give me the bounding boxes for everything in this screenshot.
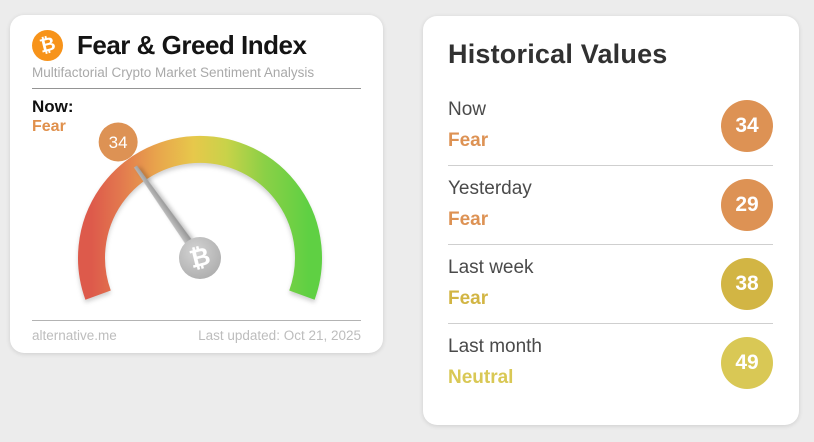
value-badge: 34 — [721, 99, 773, 152]
fear-greed-index-card: ₿ Fear & Greed Index Multifactorial Cryp… — [10, 15, 383, 353]
row-status: Fear — [448, 288, 489, 309]
history-row-last-week: Last week Fear 38 — [448, 244, 773, 323]
gauge-arc — [78, 135, 322, 300]
bitcoin-icon: ₿ — [32, 30, 63, 61]
history-row-yesterday: Yesterday Fear 29 — [448, 165, 773, 244]
source-link[interactable]: alternative.me — [32, 328, 117, 343]
row-label: Last month — [448, 336, 542, 357]
historical-rows: Now Fear 34 Yesterday Fear 29 Last week … — [448, 87, 773, 402]
last-updated-text: Last updated: Oct 21, 2025 — [198, 328, 361, 343]
now-label: Now: — [32, 97, 74, 116]
value-badge: 38 — [721, 257, 773, 310]
row-status: Fear — [448, 209, 489, 230]
row-label: Yesterday — [448, 178, 532, 199]
history-row-last-month: Last month Neutral 49 — [448, 323, 773, 402]
value-badge: 49 — [721, 336, 773, 389]
now-status: Fear — [32, 118, 66, 135]
card-header: ₿ Fear & Greed Index — [32, 30, 361, 61]
card-title: Fear & Greed Index — [77, 30, 307, 60]
row-label: Now — [448, 99, 487, 120]
value-badge: 29 — [721, 178, 773, 231]
card-footer: alternative.me Last updated: Oct 21, 202… — [32, 320, 361, 343]
row-status: Neutral — [448, 367, 514, 388]
gauge-hub-bitcoin-icon: ₿ — [187, 242, 214, 274]
historical-values-title: Historical Values — [448, 39, 668, 69]
historical-values-card: Historical Values Now Fear 34 Yesterday … — [423, 16, 799, 425]
card-subtitle: Multifactorial Crypto Market Sentiment A… — [32, 65, 315, 80]
gauge-hub — [179, 237, 221, 279]
row-label: Last week — [448, 257, 534, 278]
row-status: Fear — [448, 130, 489, 151]
history-row-now: Now Fear 34 — [448, 87, 773, 165]
gauge-needle — [133, 165, 210, 269]
header-divider — [32, 88, 361, 89]
